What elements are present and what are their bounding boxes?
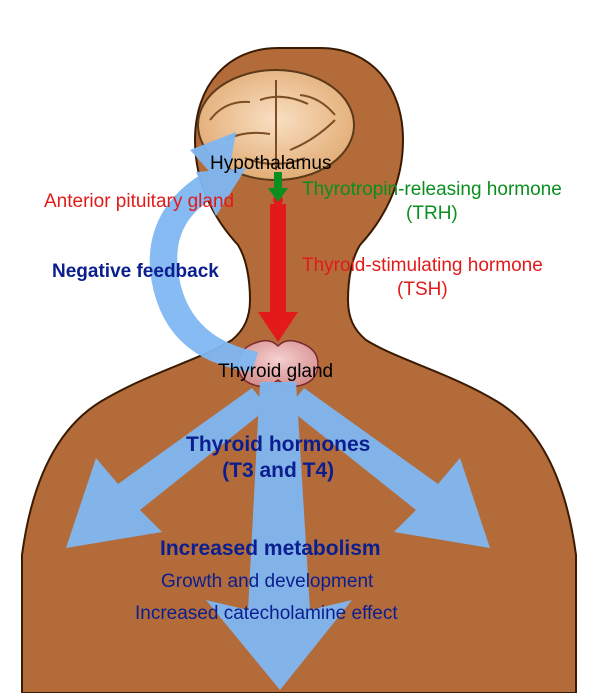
label-growth: Growth and development: [161, 570, 373, 594]
label-tsh: Thyroid-stimulating hormone (TSH): [302, 254, 543, 302]
tsh-arrow: [258, 204, 298, 342]
diagram-stage: Hypothalamus Anterior pituitary gland Th…: [0, 0, 598, 693]
label-thyroid-gland: Thyroid gland: [218, 360, 333, 384]
label-negative-feedback: Negative feedback: [52, 260, 219, 284]
pituitary-dot: [273, 195, 283, 205]
label-anterior-pituitary: Anterior pituitary gland: [44, 190, 234, 214]
label-thyroid-hormones: Thyroid hormones (T3 and T4): [186, 432, 370, 485]
label-trh: Thyrotropin-releasing hormone (TRH): [302, 178, 562, 226]
label-catecholamine: Increased catecholamine effect: [135, 602, 398, 626]
label-hypothalamus: Hypothalamus: [210, 152, 331, 176]
label-increased-metabolism: Increased metabolism: [160, 536, 381, 562]
trh-arrow: [268, 172, 288, 202]
